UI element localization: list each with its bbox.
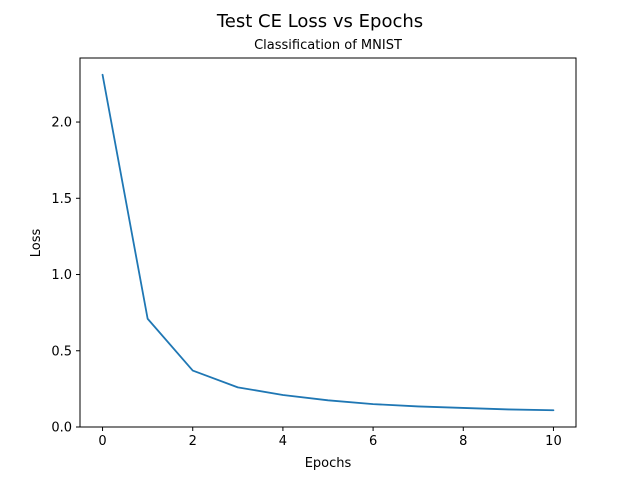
x-tick-label: 2 [189,434,197,449]
plot-area [80,58,576,427]
series-layer [101,73,555,412]
y-axis-ticks: 0.0 0.5 1.0 1.5 2.0 [51,116,80,436]
y-axis-label: Loss [29,229,44,258]
x-tick-label: 0 [98,434,106,449]
chart-subtitle: Classification of MNIST [254,38,402,53]
y-tick-label: 2.0 [51,116,72,131]
y-tick-label: 0.0 [51,421,72,436]
x-axis-label: Epochs [305,456,352,471]
x-tick-label: 10 [545,434,562,449]
x-axis-ticks: 0 2 4 6 8 10 [98,427,562,449]
chart-title: Test CE Loss vs Epochs [216,11,423,32]
y-tick-label: 0.5 [51,344,72,359]
x-tick-label: 6 [369,434,377,449]
x-tick-label: 8 [459,434,467,449]
y-tick-label: 1.0 [51,268,72,283]
plot-frame [79,57,577,428]
y-tick-label: 1.5 [51,192,72,207]
x-tick-label: 4 [279,434,287,449]
